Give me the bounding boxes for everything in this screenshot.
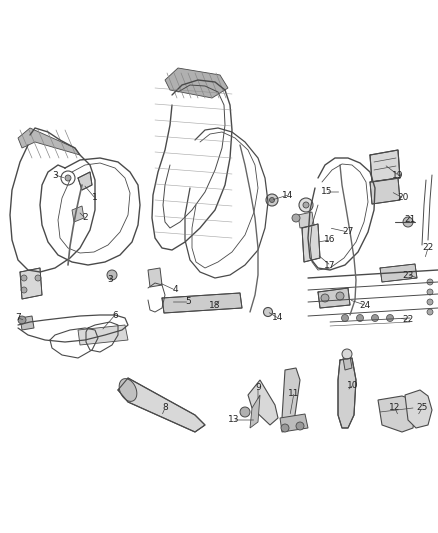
- Polygon shape: [298, 212, 314, 228]
- Text: 25: 25: [416, 403, 427, 413]
- Circle shape: [427, 289, 433, 295]
- Polygon shape: [282, 368, 300, 422]
- Circle shape: [292, 214, 300, 222]
- Text: 27: 27: [343, 228, 354, 237]
- Polygon shape: [78, 325, 128, 345]
- Circle shape: [264, 308, 272, 317]
- Polygon shape: [148, 268, 162, 287]
- Text: 14: 14: [283, 190, 294, 199]
- Text: 7: 7: [15, 313, 21, 322]
- Circle shape: [357, 314, 364, 321]
- Text: 8: 8: [162, 403, 168, 413]
- Polygon shape: [380, 264, 417, 282]
- Polygon shape: [370, 150, 400, 182]
- Polygon shape: [318, 288, 350, 308]
- Polygon shape: [20, 268, 42, 299]
- Text: 22: 22: [422, 244, 434, 253]
- Polygon shape: [250, 395, 260, 428]
- Text: 19: 19: [392, 171, 404, 180]
- Polygon shape: [72, 206, 84, 222]
- Text: 5: 5: [185, 297, 191, 306]
- Text: 20: 20: [397, 193, 409, 203]
- Text: 24: 24: [359, 301, 371, 310]
- Polygon shape: [378, 396, 415, 432]
- Polygon shape: [118, 378, 205, 432]
- Polygon shape: [405, 390, 432, 428]
- Polygon shape: [280, 414, 308, 432]
- Text: 18: 18: [209, 301, 221, 310]
- Polygon shape: [302, 224, 320, 262]
- Text: 9: 9: [255, 384, 261, 392]
- Circle shape: [303, 202, 309, 208]
- Circle shape: [371, 314, 378, 321]
- Circle shape: [342, 349, 352, 359]
- Circle shape: [403, 217, 413, 227]
- Polygon shape: [165, 68, 228, 98]
- Circle shape: [427, 299, 433, 305]
- Circle shape: [427, 279, 433, 285]
- Polygon shape: [18, 128, 80, 155]
- Text: 15: 15: [321, 188, 333, 197]
- Circle shape: [321, 294, 329, 302]
- Circle shape: [296, 422, 304, 430]
- Circle shape: [65, 175, 71, 181]
- Circle shape: [18, 316, 26, 324]
- Circle shape: [427, 309, 433, 315]
- Text: 17: 17: [324, 261, 336, 270]
- Text: 14: 14: [272, 313, 284, 322]
- Circle shape: [21, 287, 27, 293]
- Text: 13: 13: [228, 416, 240, 424]
- Circle shape: [342, 314, 349, 321]
- Polygon shape: [248, 380, 278, 425]
- Text: 3: 3: [52, 171, 58, 180]
- Text: 6: 6: [112, 311, 118, 319]
- Text: 22: 22: [403, 316, 413, 325]
- Polygon shape: [119, 378, 137, 401]
- Circle shape: [269, 198, 275, 203]
- Circle shape: [107, 270, 117, 280]
- Circle shape: [240, 407, 250, 417]
- Polygon shape: [338, 358, 356, 428]
- Circle shape: [21, 275, 27, 281]
- Circle shape: [299, 198, 313, 212]
- Text: 11: 11: [288, 389, 300, 398]
- Text: 1: 1: [92, 193, 98, 203]
- Polygon shape: [343, 356, 352, 370]
- Text: 3: 3: [107, 276, 113, 285]
- Polygon shape: [78, 172, 92, 190]
- Circle shape: [281, 424, 289, 432]
- Circle shape: [266, 194, 278, 206]
- Polygon shape: [162, 293, 242, 313]
- Text: 23: 23: [403, 271, 413, 279]
- Circle shape: [386, 314, 393, 321]
- Circle shape: [35, 275, 41, 281]
- Text: 2: 2: [82, 214, 88, 222]
- Text: 21: 21: [404, 215, 416, 224]
- Text: 16: 16: [324, 236, 336, 245]
- Text: 4: 4: [172, 286, 178, 295]
- Text: 10: 10: [347, 381, 359, 390]
- Polygon shape: [370, 178, 400, 204]
- Text: 12: 12: [389, 403, 401, 413]
- Polygon shape: [20, 316, 34, 330]
- Circle shape: [336, 292, 344, 300]
